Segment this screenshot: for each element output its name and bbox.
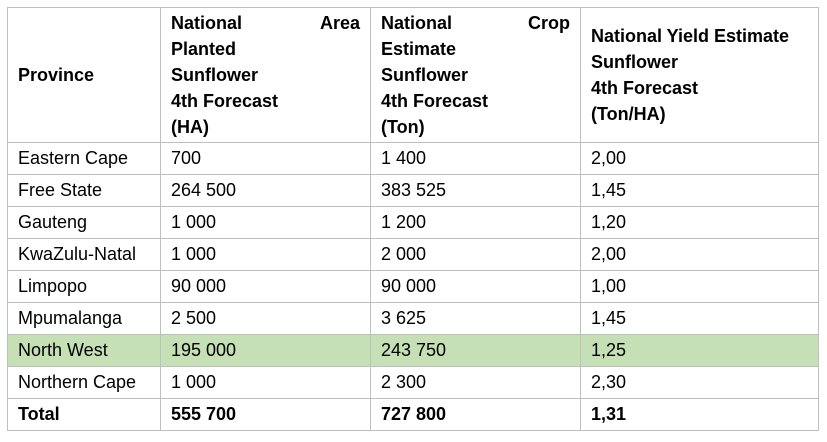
cell-province: Mpumalanga xyxy=(7,302,161,335)
header-area-line3: Sunflower xyxy=(171,65,259,85)
cell-area: 700 xyxy=(160,142,371,175)
header-yield-line2: Sunflower xyxy=(591,52,679,72)
cell-crop: 243 750 xyxy=(370,334,581,367)
header-crop-line3: Sunflower xyxy=(381,65,469,85)
header-province-label: Province xyxy=(18,65,95,85)
header-area-line1-left: National xyxy=(171,13,243,33)
cell-crop: 383 525 xyxy=(370,174,581,207)
header-yield-line1: National Yield Estimate xyxy=(591,26,790,46)
cell-area: 195 000 xyxy=(160,334,371,367)
cell-area: 90 000 xyxy=(160,270,371,303)
total-crop: 727 800 xyxy=(370,398,581,431)
header-area-line2: Planted xyxy=(171,39,237,59)
table-row: KwaZulu-Natal 1 000 2 000 2,00 xyxy=(7,238,819,271)
cell-province: Northern Cape xyxy=(7,366,161,399)
header-area-line5: (HA) xyxy=(171,117,209,137)
table-row: Free State 264 500 383 525 1,45 xyxy=(7,174,819,207)
cell-province: Gauteng xyxy=(7,206,161,239)
table-row: Northern Cape 1 000 2 300 2,30 xyxy=(7,366,819,399)
cell-yield: 2,00 xyxy=(580,142,819,175)
header-area-line1: National Area xyxy=(171,10,360,36)
cell-yield: 2,30 xyxy=(580,366,819,399)
header-crop-line1-left: National xyxy=(381,13,453,33)
header-crop-line5: (Ton) xyxy=(381,117,425,137)
header-yield-line4: (Ton/HA) xyxy=(591,104,666,124)
total-area: 555 700 xyxy=(160,398,371,431)
cell-area: 1 000 xyxy=(160,238,371,271)
total-yield: 1,31 xyxy=(580,398,819,431)
cell-crop: 3 625 xyxy=(370,302,581,335)
header-area-line1-right: Area xyxy=(319,13,360,33)
header-crop-line1: National Crop xyxy=(381,10,570,36)
cell-yield: 1,00 xyxy=(580,270,819,303)
header-crop-line1-right: Crop xyxy=(528,13,570,33)
table-row: Gauteng 1 000 1 200 1,20 xyxy=(7,206,819,239)
header-yield-line3: 4th Forecast xyxy=(591,78,699,98)
cell-crop: 1 400 xyxy=(370,142,581,175)
header-province: Province xyxy=(7,7,161,143)
cell-yield: 1,25 xyxy=(580,334,819,367)
cell-yield: 1,45 xyxy=(580,174,819,207)
table-header: Province National Area Planted Sunflower… xyxy=(7,7,819,143)
table-row: Limpopo 90 000 90 000 1,00 xyxy=(7,270,819,303)
table-body: Eastern Cape 700 1 400 2,00 Free State 2… xyxy=(7,142,819,431)
header-crop-estimate: National Crop Estimate Sunflower 4th For… xyxy=(370,7,581,143)
sunflower-forecast-table: Province National Area Planted Sunflower… xyxy=(7,7,819,431)
cell-province: Eastern Cape xyxy=(7,142,161,175)
cell-area: 1 000 xyxy=(160,206,371,239)
header-row: Province National Area Planted Sunflower… xyxy=(7,7,819,143)
cell-crop: 2 000 xyxy=(370,238,581,271)
header-yield-estimate: National Yield Estimate Sunflower 4th Fo… xyxy=(580,7,819,143)
cell-area: 1 000 xyxy=(160,366,371,399)
header-crop-line2: Estimate xyxy=(381,39,457,59)
cell-yield: 2,00 xyxy=(580,238,819,271)
cell-area: 2 500 xyxy=(160,302,371,335)
cell-province: Limpopo xyxy=(7,270,161,303)
header-crop-line4: 4th Forecast xyxy=(381,91,489,111)
table-total-row: Total 555 700 727 800 1,31 xyxy=(7,398,819,431)
cell-province: KwaZulu-Natal xyxy=(7,238,161,271)
sunflower-forecast-table-container: Province National Area Planted Sunflower… xyxy=(7,7,819,431)
total-label: Total xyxy=(7,398,161,431)
cell-province: North West xyxy=(7,334,161,367)
cell-crop: 90 000 xyxy=(370,270,581,303)
cell-area: 264 500 xyxy=(160,174,371,207)
cell-crop: 1 200 xyxy=(370,206,581,239)
table-row: Mpumalanga 2 500 3 625 1,45 xyxy=(7,302,819,335)
header-area-planted: National Area Planted Sunflower 4th Fore… xyxy=(160,7,371,143)
cell-crop: 2 300 xyxy=(370,366,581,399)
cell-province: Free State xyxy=(7,174,161,207)
header-area-line4: 4th Forecast xyxy=(171,91,279,111)
table-row: Eastern Cape 700 1 400 2,00 xyxy=(7,142,819,175)
table-row-highlighted: North West 195 000 243 750 1,25 xyxy=(7,334,819,367)
cell-yield: 1,20 xyxy=(580,206,819,239)
cell-yield: 1,45 xyxy=(580,302,819,335)
